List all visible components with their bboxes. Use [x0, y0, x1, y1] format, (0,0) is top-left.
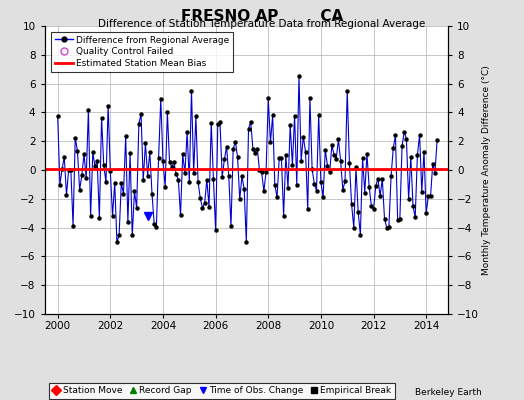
- Y-axis label: Monthly Temperature Anomaly Difference (°C): Monthly Temperature Anomaly Difference (…: [482, 65, 490, 275]
- Text: Berkeley Earth: Berkeley Earth: [416, 388, 482, 397]
- Legend: Station Move, Record Gap, Time of Obs. Change, Empirical Break: Station Move, Record Gap, Time of Obs. C…: [49, 382, 395, 399]
- Text: Difference of Station Temperature Data from Regional Average: Difference of Station Temperature Data f…: [99, 19, 425, 29]
- Text: FRESNO AP        CA: FRESNO AP CA: [181, 9, 343, 24]
